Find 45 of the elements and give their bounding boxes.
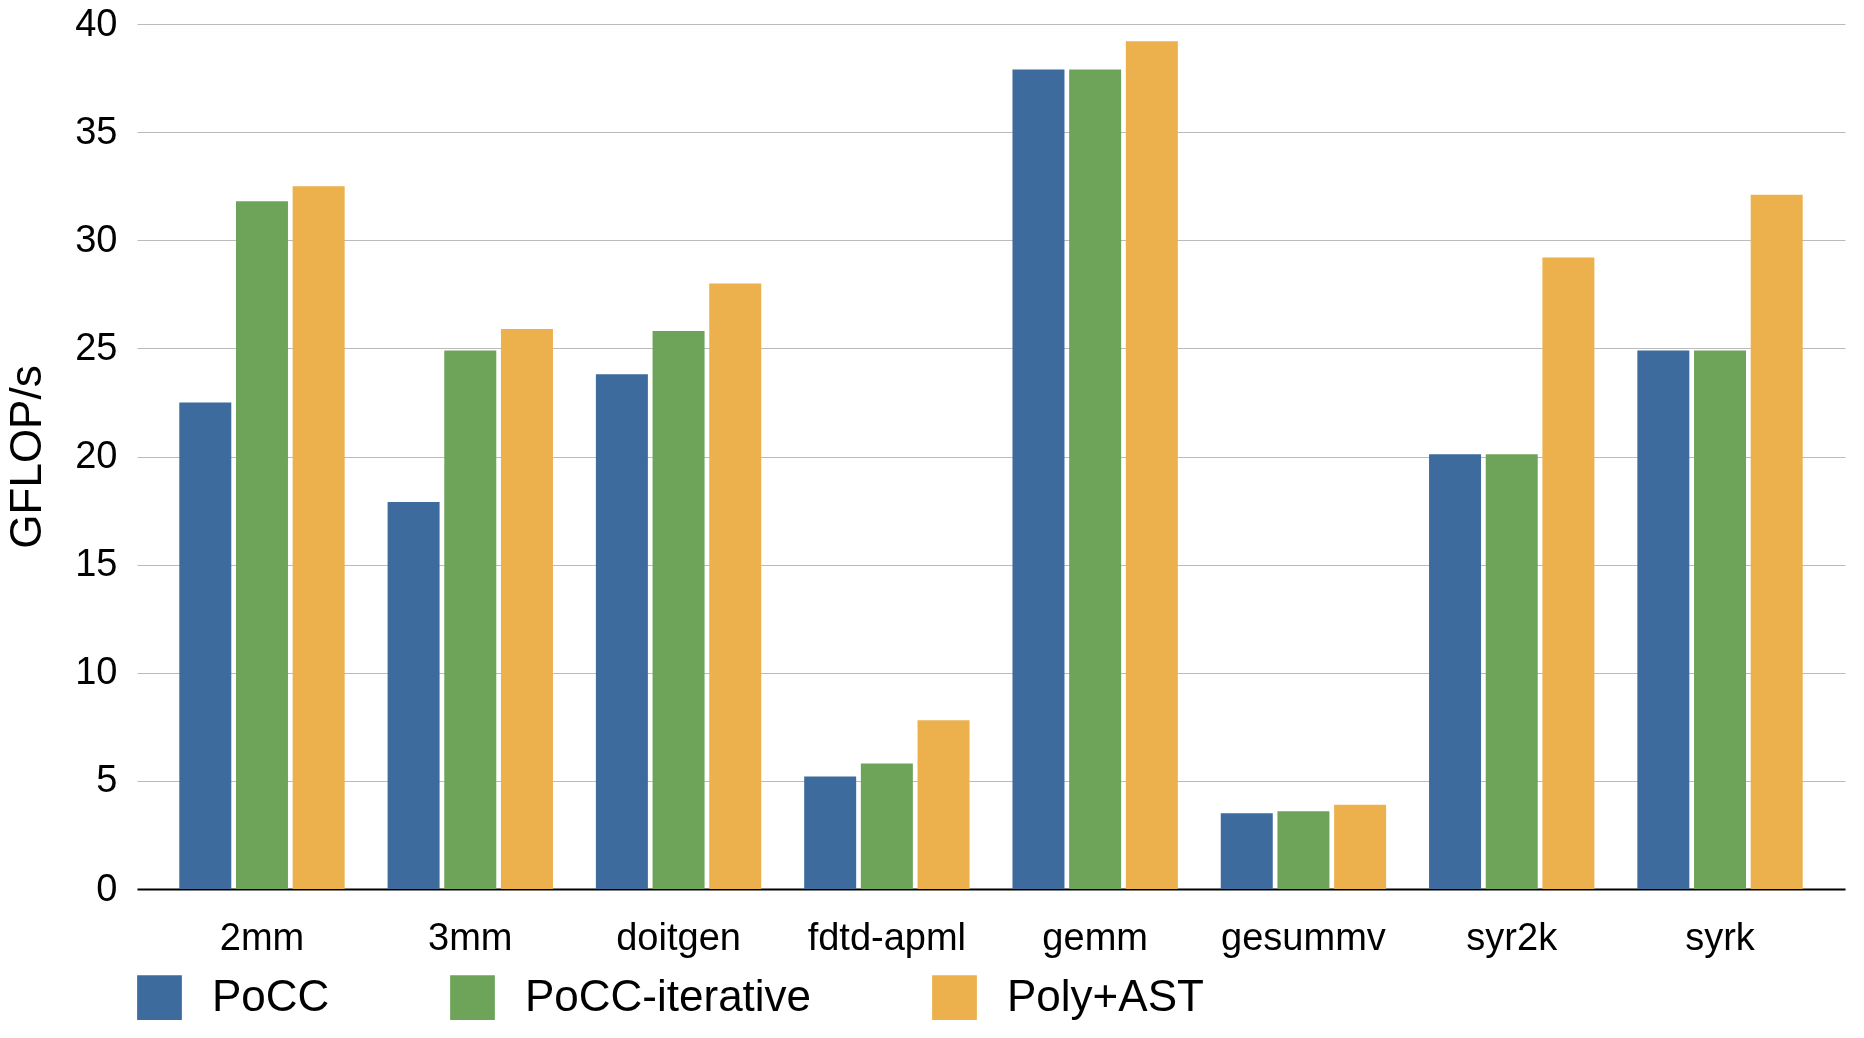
y-tick-label: 10 xyxy=(75,650,118,693)
y-tick-label: 0 xyxy=(96,866,118,909)
y-tick-label: 5 xyxy=(96,758,118,801)
bar xyxy=(1637,350,1690,889)
bar xyxy=(1694,350,1747,889)
x-tick-label: doitgen xyxy=(616,915,741,958)
bar xyxy=(1485,454,1538,889)
bar xyxy=(860,763,913,889)
bar xyxy=(387,501,440,889)
bar xyxy=(1542,257,1595,889)
bar xyxy=(804,776,857,889)
bar xyxy=(709,283,762,889)
y-tick-label: 15 xyxy=(75,542,118,585)
bar xyxy=(1334,804,1387,889)
x-tick-label: gesummv xyxy=(1221,915,1386,958)
bar xyxy=(595,374,648,889)
bar xyxy=(917,720,970,889)
y-axis-title: GFLOP/s xyxy=(1,365,51,549)
bar xyxy=(652,331,705,889)
x-tick-label: syrk xyxy=(1685,915,1756,958)
bar xyxy=(1012,69,1065,889)
bar xyxy=(1277,811,1330,889)
bar xyxy=(500,328,553,889)
bar xyxy=(1750,194,1803,889)
bar xyxy=(292,186,345,889)
x-tick-label: syr2k xyxy=(1466,915,1559,958)
bar xyxy=(235,201,288,889)
bar xyxy=(1220,813,1273,889)
y-tick-label: 20 xyxy=(75,434,118,476)
bar xyxy=(1069,69,1122,889)
legend-label: PoCC-iterative xyxy=(525,970,812,1020)
y-tick-label: 35 xyxy=(75,109,118,152)
y-tick-label: 30 xyxy=(75,217,118,260)
y-tick-label: 25 xyxy=(75,325,118,368)
y-tick-label: 40 xyxy=(75,1,118,44)
x-tick-label: gemm xyxy=(1042,915,1148,958)
legend-label: Poly+AST xyxy=(1007,970,1204,1020)
x-tick-label: 2mm xyxy=(219,915,305,958)
x-tick-label: fdtd-apml xyxy=(807,915,967,958)
legend-label: PoCC xyxy=(212,970,330,1020)
bar xyxy=(1125,41,1178,889)
x-tick-label: 3mm xyxy=(428,915,513,958)
bar xyxy=(1429,454,1482,889)
bar xyxy=(179,402,232,889)
bar xyxy=(444,350,497,889)
